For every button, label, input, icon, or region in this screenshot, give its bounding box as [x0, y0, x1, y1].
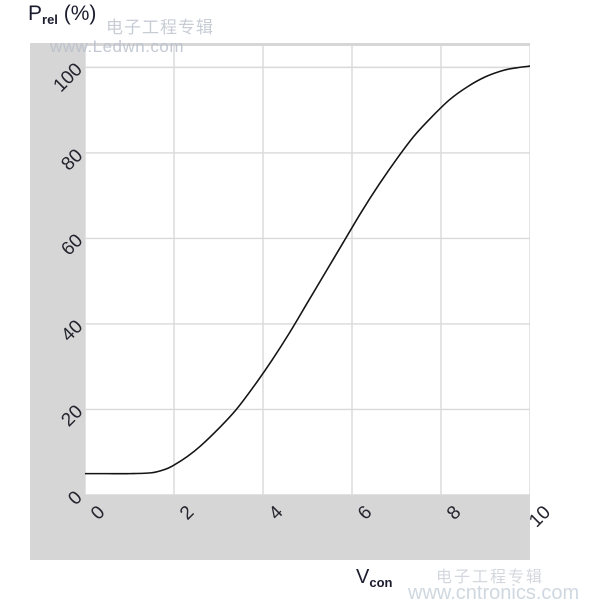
x-axis-title-subscript: con — [369, 575, 393, 590]
x-axis-title: Vcon — [356, 566, 392, 590]
watermark-top-text: 电子工程专辑 — [106, 18, 214, 37]
watermark-bottom-url: www.cntronics.com — [408, 582, 580, 604]
plot-canvas — [85, 46, 530, 495]
data-curve — [85, 65, 530, 475]
y-axis-title-unit: (%) — [57, 2, 97, 25]
y-axis-title: Prel (%) — [28, 2, 96, 27]
plot-area — [85, 46, 530, 495]
y-axis-title-main: P — [28, 2, 43, 25]
x-axis-title-main: V — [356, 566, 370, 588]
y-axis-title-subscript: rel — [42, 12, 58, 27]
gridlines — [85, 46, 530, 495]
watermark-bottom-text: 电子工程专辑 — [436, 569, 545, 586]
